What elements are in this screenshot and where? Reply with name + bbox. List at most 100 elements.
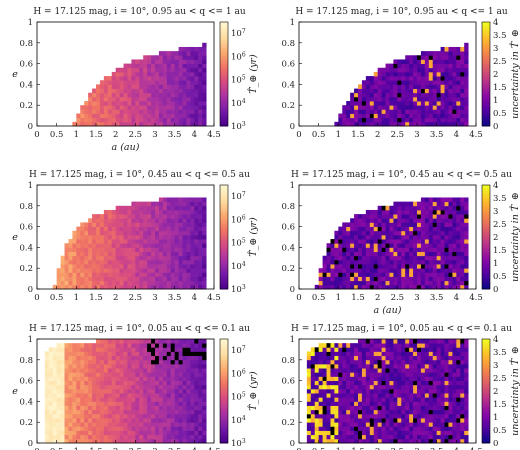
heatmap-cell	[166, 255, 172, 261]
heatmap-cell	[92, 255, 97, 261]
heatmap-cell	[162, 218, 168, 223]
heatmap-cell	[202, 55, 207, 60]
heatmap-cell	[420, 205, 426, 211]
heatmap-cell	[155, 205, 160, 211]
heatmap-cell	[162, 393, 168, 398]
heatmap-cell	[361, 234, 367, 240]
heatmap-cell	[448, 430, 453, 436]
heatmap-cell	[385, 88, 390, 94]
heatmap-cell	[377, 222, 382, 227]
heatmap-cell	[440, 264, 445, 269]
heatmap-cell	[178, 234, 183, 240]
heatmap-cell	[365, 92, 371, 98]
heatmap-cell	[166, 222, 172, 227]
heatmap-cell	[202, 243, 207, 248]
heatmap-cell	[369, 359, 375, 365]
heatmap-cell	[99, 393, 105, 398]
heatmap-cell	[448, 384, 453, 390]
heatmap-cell	[389, 63, 394, 69]
colorbar-tick-label: 0	[493, 439, 498, 449]
heatmap-cell	[350, 230, 355, 236]
heatmap-cell	[158, 239, 164, 244]
heatmap-cell	[178, 388, 183, 394]
y-tick-label: 0.2	[19, 418, 33, 428]
heatmap-cell	[432, 113, 438, 119]
heatmap-cell	[436, 255, 441, 261]
heatmap-cell	[377, 351, 382, 357]
colorbar-segment	[220, 102, 228, 106]
heatmap-cell	[409, 276, 414, 282]
x-tick-label: 1.5	[89, 293, 103, 303]
heatmap-cell	[358, 422, 363, 427]
heatmap-cell	[60, 347, 65, 352]
heatmap-cell	[377, 280, 382, 286]
heatmap-cell	[131, 372, 136, 377]
heatmap-cell	[338, 409, 343, 415]
colorbar-segment	[482, 63, 490, 67]
heatmap-cell	[326, 368, 331, 373]
colorbar-segment	[220, 120, 228, 124]
heatmap-cell	[342, 239, 347, 244]
heatmap-cell	[52, 376, 58, 381]
heatmap-cell	[166, 247, 172, 252]
heatmap-cell	[389, 405, 394, 411]
heatmap-cell	[448, 264, 453, 269]
heatmap-cell	[143, 84, 148, 89]
heatmap-cell	[389, 363, 394, 369]
heatmap-cell	[96, 276, 101, 282]
x-tick-label: 2	[375, 447, 380, 450]
heatmap-cell	[440, 343, 445, 348]
heatmap-cell	[464, 251, 469, 257]
heatmap-cell	[428, 351, 434, 357]
heatmap-cell	[178, 264, 183, 269]
heatmap-cell	[64, 284, 69, 290]
heatmap-cell	[135, 268, 140, 273]
heatmap-cell	[115, 264, 120, 269]
heatmap-cell	[385, 388, 390, 394]
heatmap-cell	[385, 234, 390, 240]
heatmap-cell	[170, 96, 176, 102]
heatmap-cell	[60, 405, 65, 411]
heatmap-cell	[99, 413, 105, 419]
heatmap-cell	[202, 88, 207, 94]
heatmap-cell	[178, 59, 183, 64]
heatmap-cell	[326, 438, 331, 444]
heatmap-cell	[194, 405, 199, 411]
heatmap-cell	[64, 359, 69, 365]
colorbar-segment	[482, 339, 490, 343]
heatmap-cell	[358, 280, 363, 286]
heatmap-cell	[99, 276, 105, 282]
heatmap-cell	[420, 59, 426, 64]
heatmap-cell	[338, 368, 343, 373]
heatmap-cell	[452, 426, 457, 431]
heatmap-cell	[72, 355, 77, 361]
heatmap-cell	[338, 226, 343, 232]
heatmap-cell	[131, 264, 136, 269]
heatmap-cell	[127, 209, 132, 215]
heatmap-cell	[456, 121, 461, 127]
heatmap-cell	[182, 121, 187, 127]
heatmap-cell	[166, 251, 172, 257]
heatmap-cell	[381, 409, 386, 415]
heatmap-cell	[135, 343, 140, 348]
heatmap-cell	[119, 218, 124, 223]
heatmap-cell	[64, 393, 69, 398]
heatmap-cell	[155, 430, 160, 436]
heatmap-cell	[186, 101, 191, 106]
heatmap-cell	[155, 76, 160, 81]
heatmap-cell	[68, 430, 73, 436]
heatmap-cell	[96, 426, 101, 431]
heatmap-cell	[432, 67, 438, 73]
heatmap-cell	[72, 264, 77, 269]
heatmap-cell	[64, 434, 69, 440]
heatmap-cell	[48, 384, 54, 390]
heatmap-cell	[393, 422, 398, 427]
heatmap-cell	[424, 105, 430, 110]
heatmap-cell	[314, 372, 320, 377]
heatmap-cell	[151, 351, 156, 357]
heatmap-cell	[456, 226, 461, 232]
heatmap-cell	[369, 368, 375, 373]
heatmap-cell	[424, 372, 430, 377]
colorbar-segment	[482, 102, 490, 106]
heatmap-cell	[365, 80, 371, 85]
